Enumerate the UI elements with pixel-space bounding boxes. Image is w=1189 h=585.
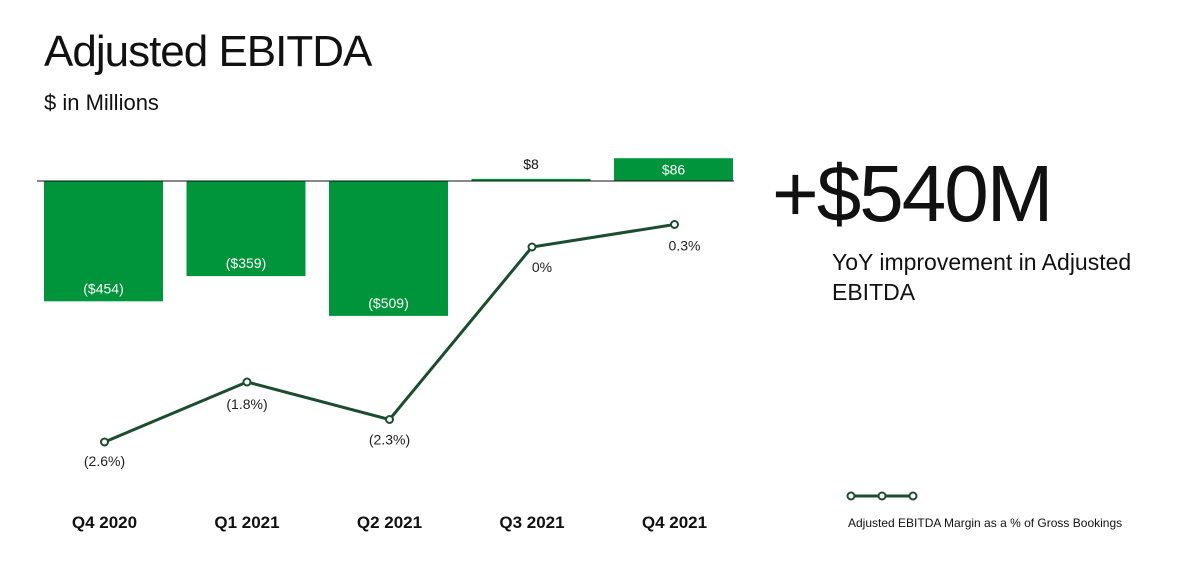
category-label-1: Q1 2021 [214,513,279,532]
bar-0 [44,181,163,302]
bar-data-labels: ($454) ($359) ($509) $8 $86 [83,156,685,311]
margin-label-4: 0.3% [669,238,701,254]
margin-data-labels: (2.6%) (1.8%) (2.3%) 0% 0.3% [84,238,701,470]
kpi-value: +$540M [772,149,1053,238]
legend-line-icon [846,491,918,501]
margin-label-2: (2.3%) [369,432,410,448]
margin-point-4 [670,220,679,229]
bar-label-2: ($509) [368,295,408,311]
bar-label-4: $86 [662,162,686,178]
bar-label-3: $8 [523,156,539,172]
bar-2 [329,181,448,316]
bar-series [44,158,733,316]
chart-subtitle: $ in Millions [44,90,159,115]
category-label-2: Q2 2021 [357,513,422,532]
margin-point-1 [242,377,252,387]
category-label-0: Q4 2020 [72,513,137,532]
bar-3 [471,178,591,181]
margin-points [100,220,679,447]
margin-point-0 [100,437,109,447]
bar-label-0: ($454) [83,280,123,296]
ebitda-chart: ($454) ($359) ($509) $8 $86 (2.6%) (1.8%) (2.3… [37,156,734,532]
category-labels: Q4 2020 Q1 2021 Q2 2021 Q3 2021 Q4 2021 [72,513,707,532]
bar-label-1: ($359) [226,255,266,271]
margin-point-3 [527,242,537,252]
kpi-caption: YoY improvement in Adjusted EBITDA [832,249,1132,305]
bar-1 [186,181,306,277]
category-label-3: Q3 2021 [499,513,564,532]
chart-title: Adjusted EBITDA [44,27,372,76]
category-label-4: Q4 2021 [642,513,707,532]
margin-label-0: (2.6%) [84,453,125,469]
margin-point-2 [385,415,394,424]
legend-label: Adjusted EBITDA Margin as a % of Gross B… [848,516,1123,530]
margin-label-1: (1.8%) [226,396,267,412]
margin-label-3: 0% [532,259,552,275]
bar-4 [614,158,733,181]
